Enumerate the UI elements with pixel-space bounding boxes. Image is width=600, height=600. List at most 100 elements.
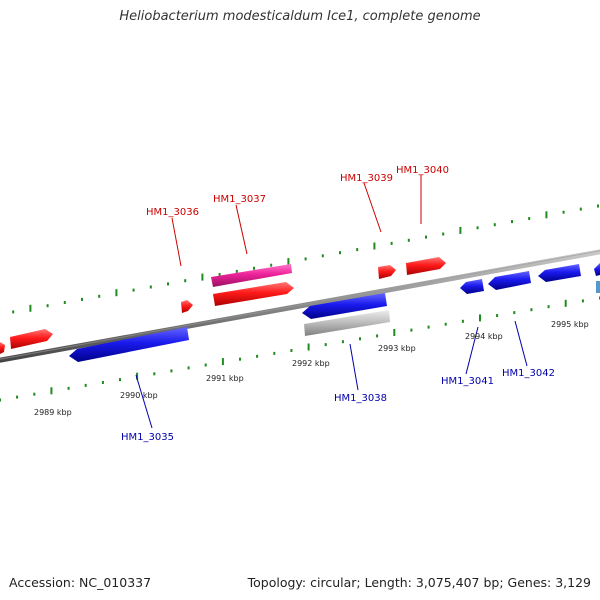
- minor-tick: [63, 301, 66, 304]
- minor-tick: [184, 279, 187, 283]
- major-tick: [115, 289, 118, 297]
- minor-tick: [324, 343, 327, 347]
- gene-label-hm1-3038[interactable]: HM1_3038: [334, 393, 387, 404]
- major-tick: [50, 387, 53, 395]
- minor-tick: [493, 223, 496, 227]
- minor-tick: [562, 210, 565, 214]
- minor-tick: [98, 294, 101, 298]
- minor-tick: [153, 372, 156, 376]
- major-tick: [307, 343, 310, 351]
- minor-tick: [170, 369, 173, 373]
- major-tick: [221, 358, 224, 366]
- tick-label-2992: 2992 kbp: [292, 359, 330, 368]
- major-tick: [479, 314, 481, 322]
- minor-tick: [119, 378, 121, 382]
- minor-tick: [476, 226, 479, 230]
- map-title: Heliobacterium modesticaldum Ice1, compl…: [119, 9, 481, 24]
- minor-tick: [425, 235, 427, 239]
- gene-arrow-hm1-3042[interactable]: [488, 271, 531, 290]
- gene-fragment-left[interactable]: [0, 342, 5, 354]
- minor-tick: [235, 269, 238, 273]
- minor-tick: [513, 311, 516, 315]
- forward-tick-row: [12, 204, 599, 314]
- minor-tick: [359, 337, 361, 341]
- gene-label-hm1-3040[interactable]: HM1_3040: [396, 165, 449, 176]
- minor-tick: [239, 357, 241, 361]
- major-tick: [545, 211, 548, 219]
- tick-label-2989: 2989 kbp: [34, 408, 72, 417]
- genome-summary-text: Topology: circular; Length: 3,075,407 bp…: [247, 575, 591, 590]
- minor-tick: [132, 288, 135, 292]
- gene-arrow-hm1-3036[interactable]: [181, 300, 193, 313]
- minor-tick: [496, 314, 499, 317]
- major-tick: [287, 258, 290, 266]
- minor-tick: [321, 254, 324, 258]
- minor-tick: [67, 386, 70, 390]
- gene-arrow[interactable]: [10, 329, 53, 349]
- minor-tick: [304, 257, 307, 261]
- tick-label-2991: 2991 kbp: [206, 374, 244, 383]
- minor-tick: [270, 263, 273, 267]
- gene-arrow[interactable]: [538, 264, 581, 282]
- minor-tick: [273, 351, 276, 355]
- gene-label-hm1-3041[interactable]: HM1_3041: [441, 376, 494, 387]
- reverse-label-leaders: [135, 320, 528, 429]
- minor-tick: [46, 304, 49, 308]
- major-tick: [136, 372, 139, 380]
- forward-label-leaders: [171, 175, 422, 267]
- minor-tick: [511, 220, 513, 224]
- gene-label-hm1-3036[interactable]: HM1_3036: [146, 207, 199, 218]
- minor-tick: [579, 207, 582, 211]
- minor-tick: [528, 217, 531, 220]
- gene-label-hm1-3035[interactable]: HM1_3035: [121, 432, 174, 443]
- gene-arrow-hm1-3037-highlight[interactable]: [211, 264, 292, 287]
- minor-tick: [81, 297, 83, 301]
- minor-tick: [339, 251, 341, 255]
- minor-tick: [444, 322, 447, 326]
- major-tick: [29, 304, 32, 312]
- gene-label-hm1-3039[interactable]: HM1_3039: [340, 173, 393, 184]
- minor-tick: [256, 354, 259, 358]
- tick-label-2994: 2994 kbp: [465, 332, 503, 341]
- minor-tick: [341, 340, 344, 344]
- minor-tick: [407, 238, 410, 242]
- minor-tick: [581, 299, 584, 303]
- minor-tick: [218, 273, 221, 276]
- minor-tick: [410, 328, 413, 332]
- minor-tick: [356, 248, 359, 252]
- tick-label-2993: 2993 kbp: [378, 344, 416, 353]
- minor-tick: [149, 285, 152, 289]
- gene-arrow-hm1-3035[interactable]: [69, 327, 189, 362]
- minor-tick: [84, 383, 87, 387]
- major-tick: [564, 299, 567, 307]
- minor-tick: [427, 325, 430, 329]
- genome-backbone: [0, 249, 600, 363]
- gene-arrow-other[interactable]: [304, 310, 390, 336]
- minor-tick: [33, 392, 36, 396]
- gene-arrow-hm1-3041[interactable]: [460, 279, 484, 294]
- gene-arrow-fragment-right[interactable]: [594, 263, 600, 293]
- accession-text: Accession: NC_010337: [9, 575, 152, 590]
- gene-arrow-hm1-3038[interactable]: [302, 293, 387, 319]
- minor-tick: [187, 366, 190, 370]
- gene-arrow-hm1-3040[interactable]: [406, 257, 446, 275]
- major-tick: [393, 329, 396, 336]
- minor-tick: [597, 204, 599, 208]
- major-tick: [373, 242, 376, 250]
- minor-tick: [101, 381, 104, 384]
- gene-arrow-hm1-3037[interactable]: [213, 282, 294, 306]
- minor-tick: [204, 363, 207, 367]
- minor-tick: [0, 398, 1, 402]
- gene-arrow-hm1-3039[interactable]: [378, 265, 396, 279]
- minor-tick: [530, 308, 533, 312]
- gene-label-hm1-3042[interactable]: HM1_3042: [502, 368, 555, 379]
- gene-label-hm1-3037[interactable]: HM1_3037: [213, 194, 266, 205]
- major-tick: [459, 226, 462, 234]
- minor-tick: [461, 319, 464, 323]
- minor-tick: [167, 282, 169, 286]
- minor-tick: [547, 305, 550, 309]
- minor-tick: [376, 334, 379, 338]
- minor-tick: [16, 395, 19, 399]
- minor-tick: [253, 266, 255, 270]
- minor-tick: [390, 241, 393, 245]
